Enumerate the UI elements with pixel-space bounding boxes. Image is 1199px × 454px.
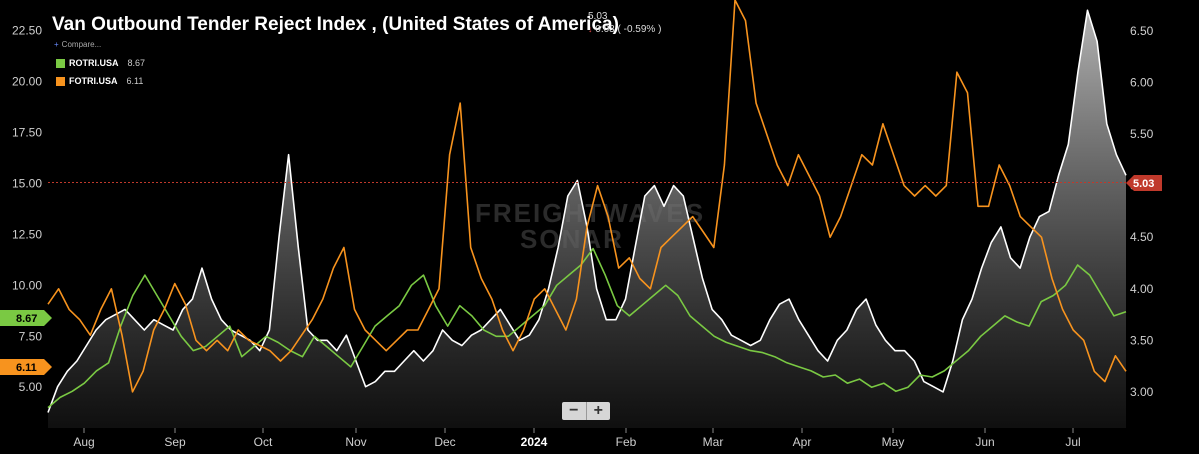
left-tick-label: 17.50 — [12, 125, 42, 139]
zoom-controls: − + — [562, 402, 610, 420]
x-tick-label: May — [882, 435, 905, 449]
right-axis: 3.003.504.004.505.005.506.006.50 — [1130, 24, 1154, 399]
x-tick-label: Jul — [1065, 435, 1080, 449]
left-axis: 5.00 7.50 10.00 12.50 15.00 17.50 20.00 22.50 — [12, 24, 42, 395]
last-value: 5.03 — [588, 11, 608, 22]
right-tick-label: 4.00 — [1130, 282, 1154, 296]
left-tick-label: 22.50 — [12, 24, 42, 38]
legend-name: FOTRI.USA — [69, 76, 118, 86]
price-readout: 5.03 ↓ 0.03 ( -0.59% ) — [588, 11, 661, 36]
x-tick-label: Apr — [793, 435, 812, 449]
series-line-green — [47, 247, 1127, 409]
x-tick-label: Dec — [434, 435, 455, 449]
left-tick-label: 15.00 — [12, 176, 42, 190]
right-tick-label: 5.50 — [1130, 127, 1154, 141]
x-tick-label: Nov — [345, 435, 366, 449]
right-tick-label: 4.50 — [1130, 230, 1154, 244]
plus-icon: + — [54, 40, 59, 49]
x-tick-label: Jun — [975, 435, 994, 449]
zoom-out-button[interactable]: − — [562, 402, 587, 420]
legend-item-fotri[interactable]: FOTRI.USA 6.11 — [56, 76, 143, 86]
chart-title: Van Outbound Tender Reject Index , (Unit… — [52, 14, 619, 35]
series-layer — [47, 0, 1127, 429]
legend-swatch-green — [56, 58, 65, 68]
badge-left-orange: 6.11 — [0, 359, 52, 375]
change-value: 0.03 ( -0.59% ) — [595, 24, 662, 35]
badge-right-red-text: 5.03 — [1133, 178, 1154, 190]
zoom-in-button[interactable]: + — [593, 402, 603, 419]
left-tick-label: 20.00 — [12, 75, 42, 89]
left-tick-label: 5.00 — [19, 380, 43, 394]
legend-name: ROTRI.USA — [69, 58, 119, 68]
legend-swatch-orange — [56, 76, 65, 86]
badge-right-red: 5.03 — [1126, 175, 1162, 191]
x-tick-label: Sep — [164, 435, 186, 449]
legend-value: 6.11 — [126, 76, 144, 86]
compare-label: Compare... — [61, 40, 102, 49]
right-tick-label: 3.50 — [1130, 333, 1154, 347]
left-tick-label: 10.00 — [12, 278, 42, 292]
badge-left-green: 8.67 — [0, 310, 52, 326]
legend-item-rotri[interactable]: ROTRI.USA 8.67 — [56, 58, 145, 68]
right-tick-label: 3.00 — [1130, 385, 1154, 399]
x-tick-label: Aug — [73, 435, 94, 449]
x-tick-label: Oct — [254, 435, 273, 449]
legend-value: 8.67 — [127, 58, 146, 68]
badge-left-orange-text: 6.11 — [16, 362, 37, 374]
x-tick-label: Mar — [703, 435, 724, 449]
badge-left-green-text: 8.67 — [16, 313, 37, 325]
compare-link[interactable]: + Compare... — [54, 40, 101, 49]
x-axis: Aug Sep Oct Nov Dec 2024 Feb Mar Apr May Jun Jul — [73, 428, 1081, 449]
x-tick-label: Feb — [616, 435, 637, 449]
left-tick-label: 7.50 — [19, 329, 43, 343]
series-area-white — [48, 10, 1126, 429]
left-tick-label: 12.50 — [12, 227, 42, 241]
right-tick-label: 6.50 — [1130, 24, 1154, 38]
down-arrow-icon: ↓ — [588, 24, 593, 34]
x-tick-label: 2024 — [521, 435, 548, 449]
right-tick-label: 6.00 — [1130, 76, 1154, 90]
series-line-orange — [47, 0, 1127, 393]
